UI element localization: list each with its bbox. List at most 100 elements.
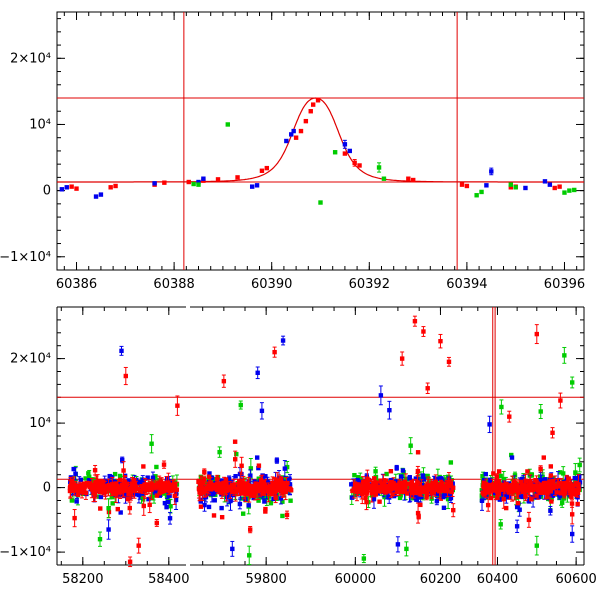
data-point: [254, 455, 260, 460]
data-point: [123, 373, 128, 379]
data-point: [233, 474, 238, 479]
data-point: [134, 477, 139, 483]
data-point: [71, 483, 76, 489]
data-point: [199, 486, 204, 491]
data-point: [251, 495, 256, 501]
data-point: [112, 471, 118, 477]
data-point: [247, 491, 252, 497]
data-point: [480, 473, 485, 479]
data-point: [201, 176, 206, 181]
data-point: [289, 132, 294, 137]
data-point: [528, 479, 533, 484]
y-tick-label: −1×10⁴: [0, 545, 51, 560]
data-point: [212, 498, 217, 503]
data-point: [162, 180, 167, 185]
data-point: [98, 494, 104, 500]
data-point: [400, 468, 406, 473]
data-point: [548, 473, 554, 478]
data-point: [570, 380, 575, 385]
data-point: [384, 471, 389, 477]
data-point: [425, 488, 430, 493]
data-point: [442, 492, 448, 498]
data-point: [167, 493, 172, 498]
data-point: [109, 494, 115, 499]
data-point: [376, 165, 382, 170]
data-point: [538, 482, 544, 487]
data-point: [118, 477, 123, 483]
data-point: [117, 473, 123, 479]
data-point: [489, 169, 494, 174]
data-point: [400, 480, 405, 485]
data-point: [363, 481, 369, 487]
data-point: [167, 488, 172, 494]
data-point: [202, 502, 207, 508]
data-point: [360, 479, 366, 485]
data-point: [150, 475, 156, 480]
data-point: [404, 546, 409, 552]
data-point: [416, 514, 421, 519]
data-point: [119, 493, 125, 498]
data-point: [561, 471, 566, 476]
data-point: [575, 501, 580, 507]
data-point: [106, 484, 112, 489]
data-point: [499, 404, 504, 410]
data-point: [558, 470, 563, 475]
data-point: [549, 481, 555, 486]
data-point: [394, 489, 399, 495]
data-point: [408, 482, 414, 488]
data-point: [253, 481, 258, 486]
data-point: [363, 488, 369, 494]
data-point: [485, 502, 491, 508]
data-point: [567, 188, 572, 193]
data-point: [164, 504, 169, 510]
data-point: [67, 488, 73, 494]
data-point: [197, 479, 203, 484]
data-point: [517, 507, 522, 512]
data-point: [439, 486, 445, 491]
data-point: [436, 487, 441, 492]
data-point: [561, 484, 567, 489]
data-point: [114, 483, 120, 489]
data-point: [231, 482, 236, 487]
data-point: [71, 466, 76, 472]
data-point: [373, 480, 378, 485]
data-point: [576, 482, 581, 487]
data-point: [479, 498, 485, 503]
data-point: [217, 449, 222, 455]
data-point: [133, 484, 139, 490]
data-point: [285, 480, 290, 486]
data-point: [415, 468, 421, 474]
data-point: [464, 183, 470, 189]
data-point: [147, 483, 152, 488]
data-point: [564, 480, 570, 485]
data-point: [248, 473, 253, 478]
data-point: [399, 356, 405, 361]
data-point: [202, 469, 207, 475]
data-point: [202, 486, 208, 492]
data-point: [534, 543, 539, 548]
data-point: [169, 482, 174, 487]
data-point: [523, 478, 528, 483]
data-point: [172, 493, 177, 498]
data-point: [161, 483, 167, 488]
data-point: [537, 474, 543, 479]
data-point: [496, 491, 502, 497]
data-point: [352, 472, 357, 478]
data-point: [548, 508, 553, 513]
data-point: [173, 497, 179, 503]
data-point: [142, 482, 147, 487]
data-point: [175, 403, 180, 408]
data-point: [225, 122, 230, 127]
data-point: [239, 463, 244, 468]
data-point: [540, 487, 546, 492]
data-point: [118, 510, 123, 515]
data-point: [505, 488, 510, 493]
data-point: [291, 128, 296, 134]
data-point: [409, 480, 414, 485]
data-point: [568, 485, 573, 490]
data-point: [416, 495, 421, 500]
data-point: [252, 493, 257, 498]
data-point: [223, 477, 229, 482]
data-point: [395, 542, 401, 547]
